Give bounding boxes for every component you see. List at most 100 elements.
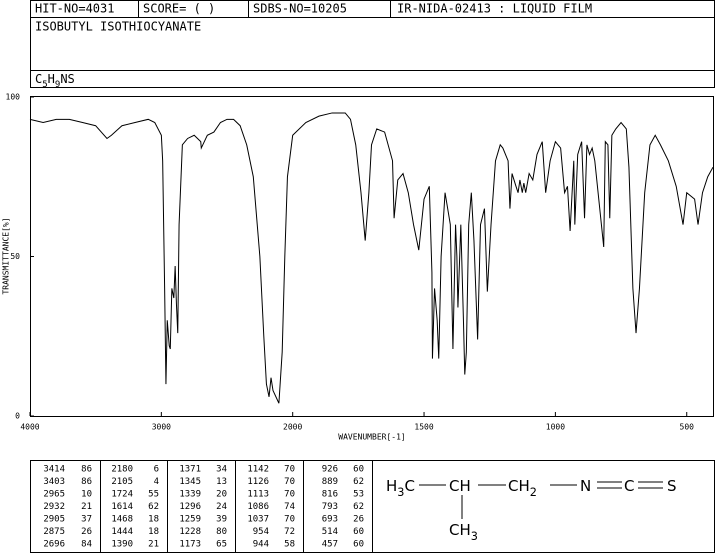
transmittance-cell: 58 [284,540,295,550]
wavenumber-cell: 2965 [43,490,65,500]
segment: H [386,477,397,495]
wavenumber-cell: 1371 [179,465,201,475]
atom: CH2 [508,477,537,499]
wavenumber-cell: 2180 [111,465,133,475]
x-tick-label: 1500 [414,423,433,432]
transmittance-cell: 18 [148,515,159,525]
transmittance-cell: 72 [284,527,295,537]
transmittance-cell: 20 [216,490,227,500]
transmittance-cell: 70 [284,477,295,487]
atom: H3C [386,477,415,499]
formula: C5H9NS [35,72,75,90]
y-axis-label: TRANSMITTANCE[%] [2,217,11,294]
wavenumber-cell: 1126 [247,477,269,487]
subscript: 3 [471,530,478,543]
wavenumber-cell: 816 [322,490,338,500]
wavenumber-cell: 1345 [179,477,201,487]
wavenumber-cell: 514 [322,527,338,537]
transmittance-cell: 80 [216,527,227,537]
transmittance-cell: 37 [81,515,92,525]
score: SCORE= ( ) [143,2,215,16]
wavenumber-cell: 1228 [179,527,201,537]
atom: CH3 [449,521,478,543]
transmittance-cell: 24 [216,502,227,512]
atom: S [667,477,677,495]
transmittance-cell: 86 [81,477,92,487]
subscript: 2 [530,486,537,499]
spectrum-line [29,112,714,404]
y-tick-label: 100 [6,93,21,102]
subscript: 3 [397,486,404,499]
wavenumber-cell: 1142 [247,465,269,475]
segment: N [580,477,591,495]
wavenumber-cell: 889 [322,477,338,487]
sdbs-no: SDBS-NO=10205 [253,2,347,16]
formula-box [30,70,715,88]
transmittance-cell: 21 [81,502,92,512]
subscript: 9 [55,80,60,90]
header-box [30,0,715,18]
x-tick-label: 2000 [283,423,302,432]
wavenumber-cell: 926 [322,465,338,475]
segment: C [624,477,634,495]
transmittance-cell: 4 [154,477,159,487]
transmittance-cell: 53 [353,490,364,500]
wavenumber-cell: 693 [322,515,338,525]
wavenumber-cell: 1444 [111,527,133,537]
transmittance-cell: 74 [284,502,295,512]
x-tick-label: 4000 [20,423,39,432]
x-tick-label: 3000 [152,423,171,432]
compound-name: ISOBUTYL ISOTHIOCYANATE [35,20,201,34]
segment: H [48,72,55,86]
wavenumber-cell: 1037 [247,515,269,525]
x-tick-label: 1000 [546,423,565,432]
wavenumber-cell: 2905 [43,515,65,525]
atom: C [624,477,634,495]
wavenumber-cell: 2105 [111,477,133,487]
transmittance-cell: 70 [284,465,295,475]
transmittance-cell: 26 [81,527,92,537]
transmittance-cell: 84 [81,540,92,550]
wavenumber-cell: 954 [253,527,269,537]
wavenumber-cell: 1173 [179,540,201,550]
wavenumber-cell: 2932 [43,502,65,512]
transmittance-cell: 60 [353,527,364,537]
transmittance-cell: 34 [216,465,227,475]
transmittance-cell: 60 [353,465,364,475]
segment: CH [449,521,471,539]
transmittance-cell: 39 [216,515,227,525]
wavenumber-cell: 1086 [247,502,269,512]
transmittance-cell: 21 [148,540,159,550]
method: IR-NIDA-02413 : LIQUID FILM [397,2,592,16]
wavenumber-cell: 1113 [247,490,269,500]
wavenumber-cell: 1259 [179,515,201,525]
y-tick-label: 0 [15,412,20,421]
transmittance-cell: 65 [216,540,227,550]
segment: C [35,72,42,86]
wavenumber-cell: 2696 [43,540,65,550]
transmittance-cell: 62 [353,477,364,487]
x-axis-label: WAVENUMBER[-1] [338,433,405,442]
segment: NS [60,72,74,86]
wavenumber-cell: 1614 [111,502,133,512]
transmittance-cell: 70 [284,515,295,525]
wavenumber-cell: 1339 [179,490,201,500]
transmittance-cell: 10 [81,490,92,500]
transmittance-cell: 26 [353,515,364,525]
wavenumber-cell: 1296 [179,502,201,512]
transmittance-cell: 6 [154,465,159,475]
transmittance-cell: 62 [353,502,364,512]
y-tick-label: 50 [10,252,20,261]
wavenumber-cell: 2875 [43,527,65,537]
subscript: 5 [42,80,47,90]
transmittance-cell: 70 [284,490,295,500]
wavenumber-cell: 1390 [111,540,133,550]
segment: CH [508,477,530,495]
segment: CH [449,477,471,495]
atom: CH [449,477,471,495]
hit-no: HIT-NO=4031 [35,2,114,16]
transmittance-cell: 62 [148,502,159,512]
wavenumber-cell: 457 [322,540,338,550]
